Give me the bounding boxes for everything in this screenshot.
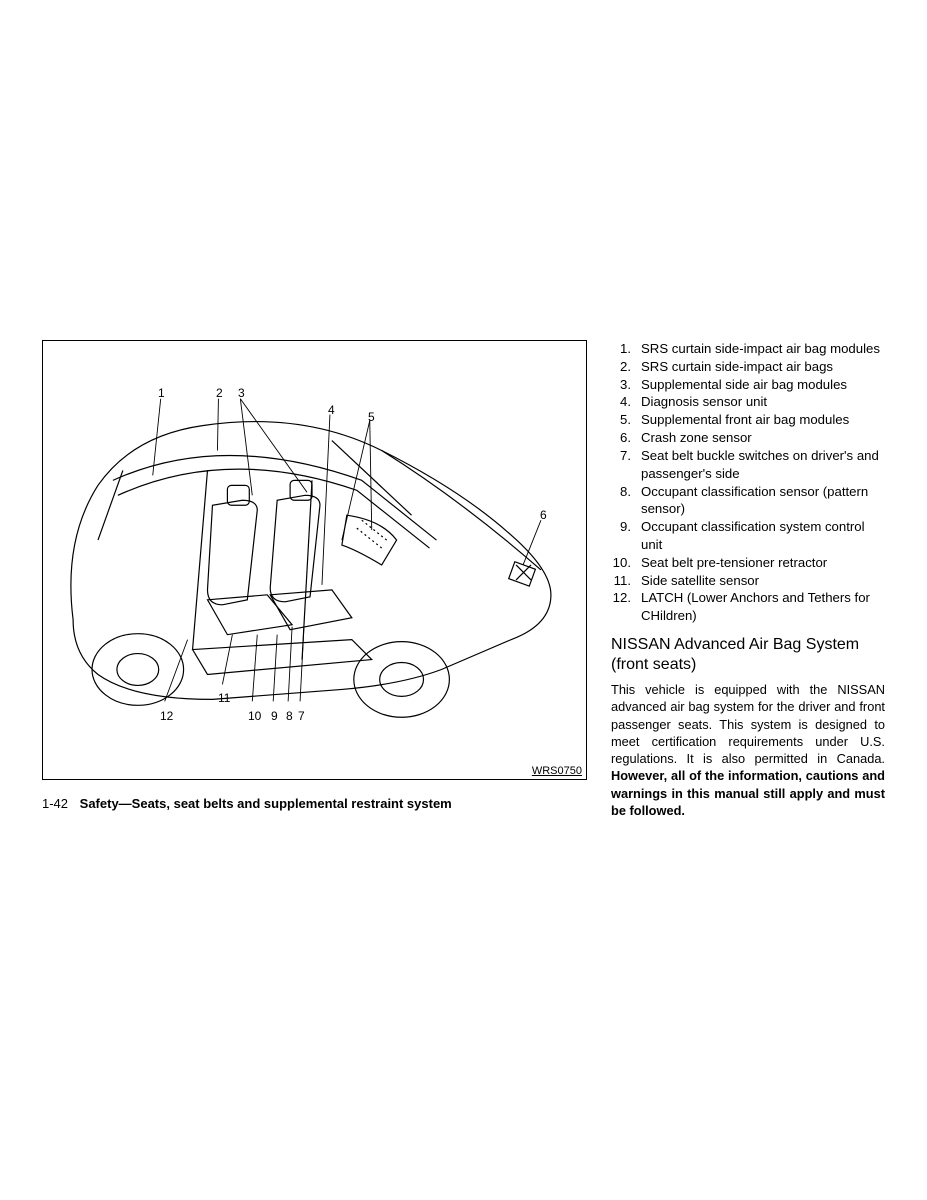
- legend-num: 11.: [611, 572, 641, 590]
- legend-row: 4.Diagnosis sensor unit: [611, 393, 885, 411]
- page-footer: 1-42 Safety—Seats, seat belts and supple…: [42, 796, 452, 811]
- legend-num: 12.: [611, 589, 641, 625]
- legend-row: 2.SRS curtain side-impact air bags: [611, 358, 885, 376]
- legend-num: 5.: [611, 411, 641, 429]
- legend-num: 4.: [611, 393, 641, 411]
- body-plain: This vehicle is equipped with the NISSAN…: [611, 682, 885, 766]
- legend-row: 9.Occupant classification system control…: [611, 518, 885, 554]
- callout-7: 7: [298, 709, 305, 723]
- legend-list: 1.SRS curtain side-impact air bag module…: [611, 340, 885, 625]
- legend-text: SRS curtain side-impact air bag modules: [641, 340, 885, 358]
- page-body: 1 2 3 4 5 6 7 8 9 10 11 12 WRS0750 1.SRS…: [42, 340, 885, 819]
- legend-text: Seat belt pre-tensioner retractor: [641, 554, 885, 572]
- callout-9: 9: [271, 709, 278, 723]
- legend-row: 12.LATCH (Lower Anchors and Tethers for …: [611, 589, 885, 625]
- figure-box: 1 2 3 4 5 6 7 8 9 10 11 12 WRS0750: [42, 340, 587, 780]
- legend-text: Occupant classification sensor (pattern …: [641, 483, 885, 519]
- legend-num: 7.: [611, 447, 641, 483]
- legend-text: Crash zone sensor: [641, 429, 885, 447]
- legend-text: Diagnosis sensor unit: [641, 393, 885, 411]
- legend-num: 3.: [611, 376, 641, 394]
- legend-text: LATCH (Lower Anchors and Tethers for CHi…: [641, 589, 885, 625]
- legend-row: 7.Seat belt buckle switches on driver's …: [611, 447, 885, 483]
- legend-text: Side satellite sensor: [641, 572, 885, 590]
- page-number: 1-42: [42, 796, 68, 811]
- legend-num: 1.: [611, 340, 641, 358]
- legend-row: 8.Occupant classification sensor (patter…: [611, 483, 885, 519]
- callout-8: 8: [286, 709, 293, 723]
- callout-3: 3: [238, 386, 245, 400]
- legend-row: 10.Seat belt pre-tensioner retractor: [611, 554, 885, 572]
- legend-row: 6.Crash zone sensor: [611, 429, 885, 447]
- legend-row: 11.Side satellite sensor: [611, 572, 885, 590]
- legend-text: Occupant classification system control u…: [641, 518, 885, 554]
- legend-row: 3.Supplemental side air bag modules: [611, 376, 885, 394]
- callout-4: 4: [328, 403, 335, 417]
- callout-1: 1: [158, 386, 165, 400]
- legend-row: 1.SRS curtain side-impact air bag module…: [611, 340, 885, 358]
- body-paragraph: This vehicle is equipped with the NISSAN…: [611, 681, 885, 819]
- figure-column: 1 2 3 4 5 6 7 8 9 10 11 12 WRS0750: [42, 340, 587, 819]
- section-subheading: NISSAN Advanced Air Bag System (front se…: [611, 635, 885, 675]
- footer-title: Safety—Seats, seat belts and supplementa…: [80, 796, 452, 811]
- body-bold: However, all of the information, caution…: [611, 768, 885, 818]
- legend-num: 9.: [611, 518, 641, 554]
- callout-2: 2: [216, 386, 223, 400]
- callout-6: 6: [540, 508, 547, 522]
- legend-num: 8.: [611, 483, 641, 519]
- car-diagram: [43, 341, 586, 779]
- legend-text: Supplemental front air bag modules: [641, 411, 885, 429]
- text-column: 1.SRS curtain side-impact air bag module…: [611, 340, 885, 819]
- legend-row: 5.Supplemental front air bag modules: [611, 411, 885, 429]
- legend-text: Supplemental side air bag modules: [641, 376, 885, 394]
- legend-num: 6.: [611, 429, 641, 447]
- legend-num: 10.: [611, 554, 641, 572]
- figure-code: WRS0750: [532, 765, 582, 777]
- callout-11: 11: [218, 691, 230, 705]
- callout-12: 12: [160, 709, 173, 723]
- legend-num: 2.: [611, 358, 641, 376]
- legend-text: Seat belt buckle switches on driver's an…: [641, 447, 885, 483]
- callout-5: 5: [368, 410, 375, 424]
- legend-text: SRS curtain side-impact air bags: [641, 358, 885, 376]
- callout-10: 10: [248, 709, 261, 723]
